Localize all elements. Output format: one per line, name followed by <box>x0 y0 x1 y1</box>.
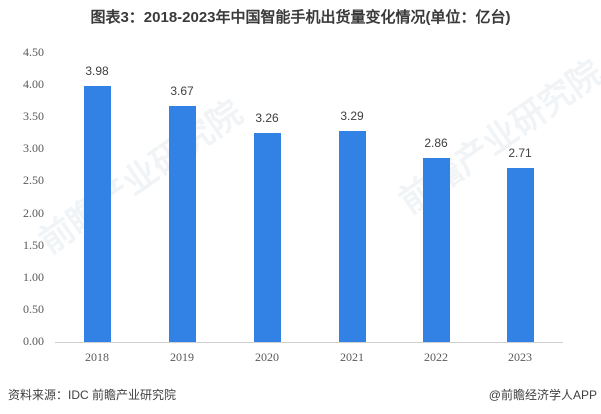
x-tick-label: 2021 <box>340 350 364 364</box>
source-note: 资料来源：IDC 前瞻产业研究院 <box>8 388 177 402</box>
value-label: 3.26 <box>255 110 279 125</box>
y-tick-label: 0.50 <box>23 301 44 316</box>
y-tick-label: 4.50 <box>23 45 44 59</box>
y-tick-label: 4.00 <box>23 77 44 92</box>
y-tick-label: 1.00 <box>23 269 44 284</box>
y-tick-label: 3.50 <box>23 109 44 124</box>
bar-2023 <box>506 167 534 342</box>
credit-note: @前瞻经济学人APP <box>488 388 597 402</box>
bar-2018 <box>83 86 111 342</box>
x-tick-label: 2023 <box>508 350 532 364</box>
value-label: 3.67 <box>170 84 194 99</box>
x-tick-label: 2022 <box>424 350 448 364</box>
x-tick-label: 2019 <box>170 350 194 364</box>
x-tick-label: 2020 <box>255 350 279 364</box>
value-label: 3.98 <box>85 64 109 79</box>
value-label: 3.29 <box>340 108 364 123</box>
bar-2022 <box>422 158 450 342</box>
bar-2019 <box>168 106 196 342</box>
y-tick-label: 0.00 <box>23 334 44 348</box>
x-axis-line <box>55 342 563 343</box>
value-label: 2.86 <box>424 136 448 151</box>
x-tick-label: 2018 <box>85 350 109 364</box>
value-label: 2.71 <box>508 145 532 160</box>
y-tick-label: 1.50 <box>23 237 44 252</box>
chart-title: 图表3：2018-2023年中国智能手机出货量变化情况(单位：亿台) <box>90 9 511 26</box>
bar-2020 <box>253 132 281 342</box>
bar-2021 <box>338 130 366 342</box>
y-tick-label: 2.50 <box>23 173 44 188</box>
y-tick-label: 2.00 <box>23 205 44 220</box>
y-tick-label: 3.00 <box>23 141 44 156</box>
